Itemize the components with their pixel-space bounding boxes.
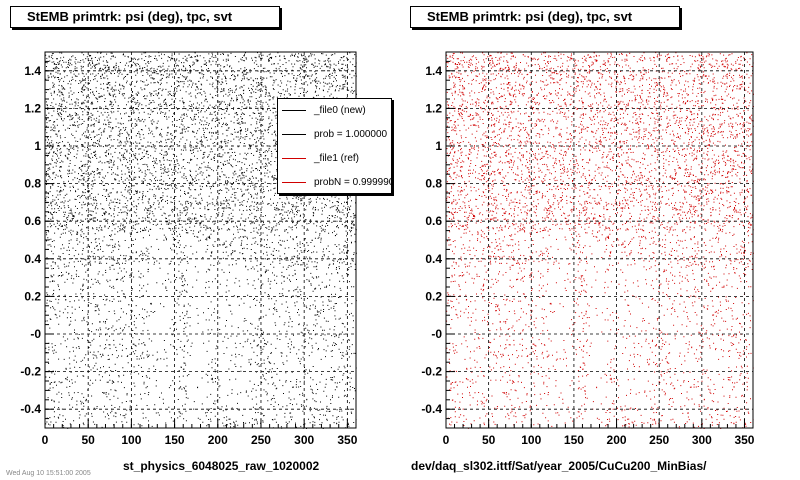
right-y-tick-label-0: -0.4 bbox=[421, 402, 442, 416]
right-scatter-path bbox=[446, 52, 754, 429]
right-x-tick-label-7: 350 bbox=[734, 433, 754, 447]
left-y-tick-label-7: 1 bbox=[34, 139, 41, 153]
legend-swatch-ref bbox=[282, 157, 306, 159]
legend-swatch-probn bbox=[282, 181, 306, 183]
right-x-tick-label-2: 100 bbox=[521, 433, 541, 447]
left-x-tick-label-5: 250 bbox=[251, 433, 271, 447]
right-plot-xlabel: dev/daq_sl302.ittf/Sat/year_2005/CuCu200… bbox=[411, 459, 707, 473]
right-y-tick-label-4: 0.4 bbox=[425, 252, 442, 266]
left-y-tick-label-0: -0.4 bbox=[20, 402, 41, 416]
legend-label-ref: _file1 (ref) bbox=[314, 152, 360, 164]
left-y-tick-label-3: 0.2 bbox=[24, 289, 41, 303]
right-y-tick-label-8: 1.2 bbox=[425, 101, 442, 115]
right-x-tick-label-1: 50 bbox=[482, 433, 496, 447]
legend-entry-prob: prob = 1.000000 bbox=[282, 123, 387, 145]
left-plot-title: StEMB primtrk: psi (deg), tpc, svt bbox=[10, 6, 280, 28]
right-x-tick-label-5: 250 bbox=[649, 433, 669, 447]
left-y-tick-label-8: 1.2 bbox=[24, 101, 41, 115]
right-y-tick-label-7: 1 bbox=[435, 139, 442, 153]
legend-label-new: _file0 (new) bbox=[314, 104, 366, 116]
right-y-tick-label-9: 1.4 bbox=[425, 64, 442, 78]
left-x-tick-label-2: 100 bbox=[121, 433, 141, 447]
left-y-tick-label-5: 0.6 bbox=[24, 214, 41, 228]
left-y-tick-label-6: 0.8 bbox=[24, 177, 41, 191]
right-y-tick-label-1: -0.2 bbox=[421, 365, 442, 379]
legend-entry-ref: _file1 (ref) bbox=[282, 147, 359, 169]
right-y-tick-label-3: 0.2 bbox=[425, 289, 442, 303]
left-y-tick-label-4: 0.4 bbox=[24, 252, 41, 266]
legend-swatch-new bbox=[282, 109, 306, 111]
left-y-tick-label-2: -0 bbox=[30, 327, 41, 341]
right-x-tick-label-6: 300 bbox=[692, 433, 712, 447]
right-x-tick-label-0: 0 bbox=[443, 433, 450, 447]
left-x-tick-label-3: 150 bbox=[165, 433, 185, 447]
left-y-tick-label-9: 1.4 bbox=[24, 64, 41, 78]
legend-box: _file0 (new) prob = 1.000000 _file1 (ref… bbox=[277, 98, 392, 194]
left-x-tick-label-0: 0 bbox=[42, 433, 49, 447]
right-x-tick-label-3: 150 bbox=[564, 433, 584, 447]
right-y-tick-label-6: 0.8 bbox=[425, 177, 442, 191]
left-x-tick-label-7: 350 bbox=[337, 433, 357, 447]
left-plot-xlabel: st_physics_6048025_raw_1020002 bbox=[123, 459, 320, 473]
left-x-tick-label-1: 50 bbox=[82, 433, 96, 447]
left-x-tick-label-6: 300 bbox=[294, 433, 314, 447]
right-scatter-points bbox=[446, 52, 754, 429]
right-y-tick-label-2: -0 bbox=[431, 327, 442, 341]
footer-date: Wed Aug 10 15:51:00 2005 bbox=[6, 470, 91, 477]
right-y-tick-label-5: 0.6 bbox=[425, 214, 442, 228]
legend-label-probn: probN = 0.999990 bbox=[314, 176, 392, 188]
right-plot-title: StEMB primtrk: psi (deg), tpc, svt bbox=[410, 6, 680, 28]
legend-swatch-prob bbox=[282, 133, 306, 135]
right-x-tick-label-4: 200 bbox=[607, 433, 627, 447]
legend-label-prob: prob = 1.000000 bbox=[314, 128, 388, 140]
left-y-tick-label-1: -0.2 bbox=[20, 365, 41, 379]
legend-entry-new: _file0 (new) bbox=[282, 99, 366, 121]
left-x-tick-label-4: 200 bbox=[208, 433, 228, 447]
legend-entry-probn: probN = 0.999990 bbox=[282, 171, 392, 193]
